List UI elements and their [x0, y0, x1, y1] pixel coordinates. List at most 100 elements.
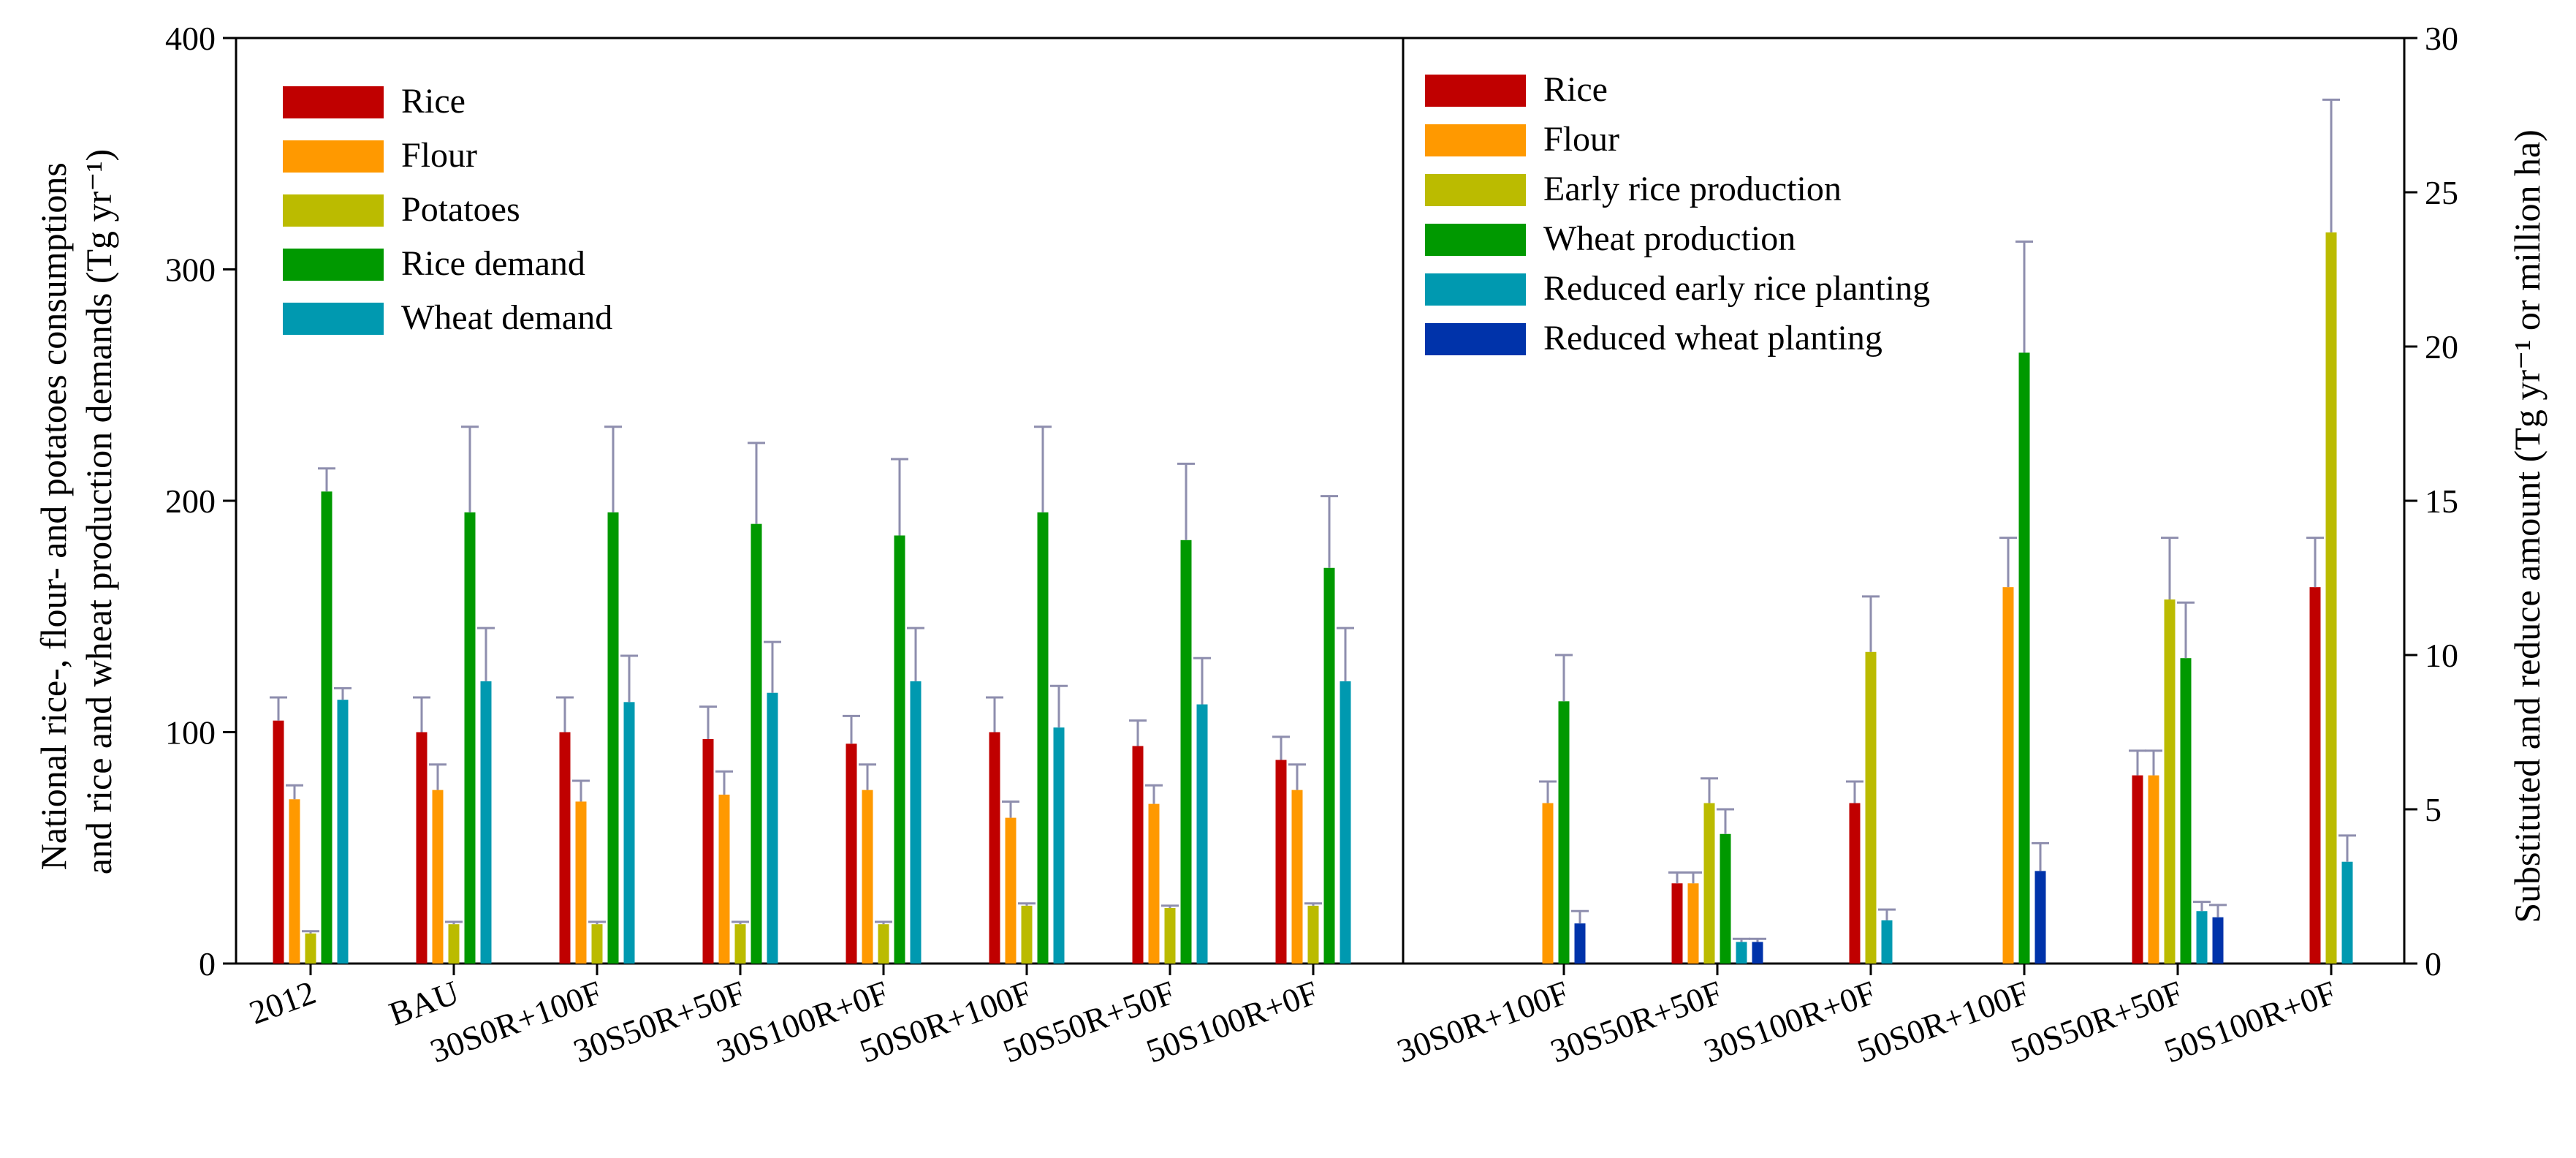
left-bar [1196, 704, 1208, 964]
right-bar [1574, 923, 1586, 964]
right-category-label: 30S50R+50F [1546, 973, 1727, 1070]
axes [223, 37, 2417, 975]
left-bar [337, 700, 349, 964]
right-legend-swatch [1425, 323, 1526, 355]
right-bar [1849, 803, 1861, 964]
right-category-label: 50S100R+0F [2159, 973, 2341, 1070]
y-tick-label-right: 5 [2425, 791, 2442, 828]
right-bar [2341, 861, 2353, 964]
right-legend-label: Flour [1543, 120, 1619, 159]
left-legend-swatch [283, 249, 384, 281]
right-bar [2018, 352, 2030, 964]
left-category-label: BAU [384, 973, 464, 1032]
right-category-label: 50S50R+50F [2006, 973, 2187, 1070]
y-tick-label-left: 200 [165, 482, 216, 520]
right-bar [1720, 833, 1731, 964]
left-bar [448, 924, 460, 964]
y-tick-label-right: 30 [2425, 20, 2458, 57]
left-bar [607, 512, 619, 964]
left-bar [464, 512, 476, 964]
left-legend-swatch [283, 140, 384, 173]
y-tick-label-right: 25 [2425, 174, 2458, 211]
right-legend-label: Early rice production [1543, 170, 1842, 208]
y-tick-label-right: 0 [2425, 945, 2442, 983]
left-bar [910, 681, 922, 964]
right-bar [2132, 775, 2143, 964]
left-bar [273, 720, 284, 964]
y-tick-label-left: 100 [165, 714, 216, 752]
left-bar [1021, 905, 1033, 964]
right-bar [2148, 775, 2159, 964]
left-legend-label: Rice [401, 82, 466, 121]
error-bars [270, 98, 2356, 942]
y-axis-title-left-line2: and rice and wheat production demands (T… [78, 149, 119, 874]
y-tick-label-left: 400 [165, 20, 216, 57]
right-bar [1736, 942, 1747, 964]
right-bar [2309, 587, 2321, 964]
left-bar [894, 535, 905, 964]
y-axis-title-right: Substituted and reduce amount (Tg yr⁻¹ o… [2507, 129, 2547, 923]
right-bar [2325, 232, 2337, 964]
left-bar [1037, 512, 1049, 964]
right-bar [2164, 599, 2176, 964]
left-bar [1275, 760, 1287, 964]
right-bar [1752, 942, 1763, 964]
left-bar [321, 491, 333, 964]
left-bar [1180, 540, 1192, 964]
left-bar [1291, 790, 1303, 964]
legends: Rice Flour Potatoes Rice demand Wheat demand… [283, 70, 1930, 357]
left-bar [862, 790, 873, 964]
left-legend-label: Flour [401, 136, 477, 175]
y-axis-title-left-line1: National rice-, flour- and potatoes cons… [33, 162, 74, 870]
right-legend-swatch [1425, 75, 1526, 107]
right-category-label: 30S100R+0F [1699, 973, 1880, 1070]
y-tick-label-right: 10 [2425, 637, 2458, 674]
right-bar [1671, 883, 1683, 964]
left-bar [989, 732, 1000, 964]
left-bar [575, 801, 587, 964]
bars [273, 232, 2353, 964]
y-tick-label-left: 300 [165, 251, 216, 289]
right-legend-label: Reduced wheat planting [1543, 319, 1882, 357]
right-legend-swatch [1425, 174, 1526, 206]
left-bar [702, 738, 714, 964]
right-bar [1881, 920, 1893, 964]
y-tick-label-left: 0 [199, 945, 216, 983]
right-bar [1687, 883, 1699, 964]
right-category-label: 50S0R+100F [1853, 973, 2034, 1070]
right-bar [1703, 803, 1715, 964]
left-bar [1148, 803, 1160, 964]
left-bar [878, 924, 889, 964]
right-legend-swatch [1425, 273, 1526, 306]
left-bar [846, 743, 857, 964]
right-bar [2002, 587, 2014, 964]
left-bar [623, 702, 635, 964]
left-category-label: 2012 [245, 973, 321, 1031]
left-bar [591, 924, 603, 964]
right-legend-label: Reduced early rice planting [1543, 269, 1930, 308]
left-bar [1005, 817, 1017, 964]
right-bar [1542, 803, 1554, 964]
left-bar [559, 732, 571, 964]
right-bar [2034, 871, 2046, 964]
y-tick-label-right: 20 [2425, 328, 2458, 366]
left-bar [1340, 681, 1351, 964]
right-bar [1865, 651, 1877, 964]
left-legend-swatch [283, 86, 384, 118]
left-bar [480, 681, 492, 964]
right-bar [2196, 911, 2208, 964]
left-legend-swatch [283, 194, 384, 227]
left-bar [751, 523, 762, 964]
left-bar [767, 692, 778, 964]
left-legend-label: Wheat demand [401, 298, 612, 337]
y-tick-label-right: 15 [2425, 482, 2458, 520]
right-legend-label: Wheat production [1543, 219, 1796, 258]
right-bar [1558, 701, 1570, 964]
right-legend-swatch [1425, 124, 1526, 156]
left-bar [734, 924, 746, 964]
left-bar [1132, 746, 1144, 964]
left-bar [305, 933, 316, 964]
left-bar [432, 790, 444, 964]
left-bar [289, 799, 300, 964]
